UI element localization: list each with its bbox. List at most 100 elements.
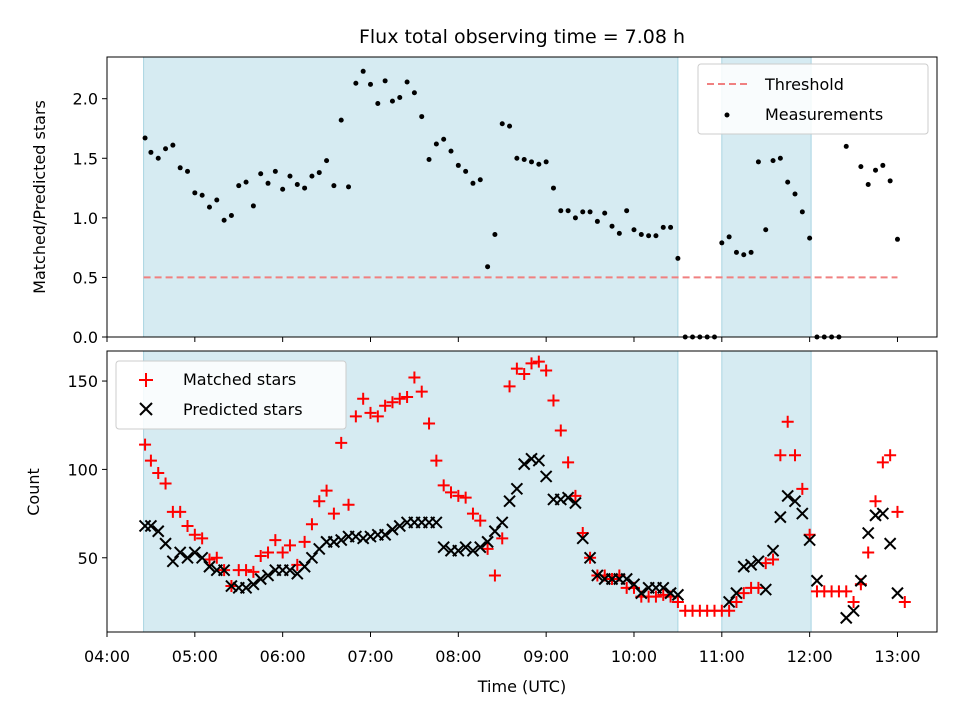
measurement-point bbox=[529, 159, 535, 165]
y-tick-label: 50 bbox=[78, 549, 98, 568]
predicted-star-point bbox=[466, 544, 480, 557]
matched-star-point bbox=[379, 399, 392, 412]
x-tick-label: 09:00 bbox=[523, 647, 569, 666]
measurement-point bbox=[624, 208, 630, 214]
matched-star-point bbox=[269, 534, 282, 547]
predicted-star-point bbox=[261, 569, 275, 582]
matched-star-point bbox=[159, 477, 172, 490]
measurement-point bbox=[536, 161, 542, 167]
measurement-point bbox=[389, 98, 395, 104]
matched-star-point bbox=[305, 518, 318, 531]
matched-star-point bbox=[254, 550, 267, 563]
measurement-point bbox=[448, 148, 454, 154]
matched-star-point bbox=[401, 390, 414, 403]
measurement-point bbox=[741, 252, 747, 258]
matched-legend-swatch bbox=[139, 373, 153, 387]
matched-star-point bbox=[876, 456, 889, 469]
measurement-point bbox=[865, 181, 871, 187]
matched-star-point bbox=[335, 436, 348, 449]
y-tick-label: 1.5 bbox=[73, 149, 98, 168]
matched-star-point bbox=[357, 392, 370, 405]
measurement-point bbox=[455, 162, 461, 168]
predicted-star-point bbox=[159, 537, 172, 550]
predicted-star-point bbox=[744, 558, 758, 572]
predicted-star-point bbox=[305, 551, 319, 564]
matched-star-point bbox=[203, 553, 216, 566]
predicted-star-point bbox=[627, 578, 641, 591]
matched-star-point bbox=[247, 565, 260, 578]
measurement-point bbox=[287, 173, 293, 179]
matched-star-point bbox=[884, 449, 897, 462]
measurement-point bbox=[426, 156, 432, 162]
predicted-star-point bbox=[730, 586, 743, 600]
predicted-star-point bbox=[766, 544, 780, 557]
predicted-star-point bbox=[203, 560, 216, 573]
predicted-star-point bbox=[488, 525, 502, 538]
measurement-point bbox=[880, 162, 886, 168]
predicted-legend-label: Predicted stars bbox=[183, 400, 303, 419]
matched-star-point bbox=[657, 588, 670, 601]
measurement-point bbox=[543, 159, 549, 165]
measurement-point bbox=[382, 78, 388, 84]
measurement-point bbox=[302, 185, 308, 191]
measurement-point bbox=[272, 168, 278, 174]
matched-star-point bbox=[767, 553, 780, 566]
measurement-point bbox=[514, 155, 520, 161]
y-tick-label: 150 bbox=[67, 372, 98, 391]
bottom-legend-box bbox=[115, 360, 347, 430]
measurement-point bbox=[170, 142, 176, 148]
predicted-star-point bbox=[737, 560, 750, 573]
x-tick-label: 10:00 bbox=[611, 647, 657, 666]
measurement-point bbox=[572, 215, 578, 221]
predicted-star-point bbox=[722, 595, 736, 609]
matched-star-point bbox=[752, 581, 765, 594]
predicted-star-point bbox=[247, 578, 260, 591]
measurement-point bbox=[155, 155, 161, 161]
predicted-star-point bbox=[561, 491, 575, 504]
predicted-star-point bbox=[474, 540, 487, 554]
measurement-point bbox=[785, 179, 791, 185]
measurement-point bbox=[887, 178, 893, 184]
measurement-point bbox=[404, 79, 410, 85]
top-x-ticks bbox=[106, 337, 898, 342]
measurement-point bbox=[660, 224, 666, 230]
x-tick-label: 13:00 bbox=[874, 647, 920, 666]
bottom-y-axis-label: Count bbox=[24, 468, 43, 516]
predicted-star-point bbox=[781, 489, 794, 503]
matched-star-point bbox=[869, 495, 882, 508]
measurement-point bbox=[463, 168, 469, 174]
predicted-star-point bbox=[591, 569, 604, 582]
x-axis-label: Time (UTC) bbox=[477, 677, 566, 696]
measurement-point bbox=[485, 264, 491, 270]
matched-star-point bbox=[445, 486, 458, 499]
matched-star-point bbox=[649, 590, 662, 603]
measurement-point bbox=[594, 218, 600, 224]
top-panel: 0.0 0.5 1.0 1.5 2.0 Flux total observing tim… bbox=[30, 26, 938, 347]
measurement-point bbox=[411, 90, 417, 96]
shaded-interval bbox=[721, 350, 812, 633]
predicted-star-point bbox=[854, 574, 868, 587]
measurement-point bbox=[331, 183, 337, 189]
measurement-point bbox=[419, 114, 425, 120]
chart-title: Flux total observing time = 7.08 h bbox=[359, 26, 685, 48]
predicted-star-point bbox=[195, 551, 209, 564]
measurement-point bbox=[221, 217, 227, 223]
predicted-star-point bbox=[569, 496, 582, 510]
measurement-point bbox=[280, 186, 286, 192]
predicted-star-point bbox=[803, 533, 816, 547]
predicted-star-point bbox=[225, 579, 238, 593]
bottom-axes-frame bbox=[106, 350, 938, 633]
predicted-star-point bbox=[576, 532, 589, 545]
matched-star-point bbox=[554, 424, 567, 437]
matched-star-point bbox=[181, 519, 194, 532]
matched-star-point bbox=[459, 491, 472, 504]
predicted-star-point bbox=[876, 507, 890, 520]
measurement-point bbox=[338, 117, 344, 123]
matched-star-point bbox=[430, 454, 443, 467]
x-tick-label: 04:00 bbox=[84, 647, 130, 666]
measurement-point bbox=[726, 234, 732, 240]
measurement-point bbox=[609, 223, 615, 229]
predicted-star-point bbox=[796, 507, 809, 520]
measurement-point bbox=[894, 236, 900, 242]
measurement-point bbox=[616, 230, 622, 236]
